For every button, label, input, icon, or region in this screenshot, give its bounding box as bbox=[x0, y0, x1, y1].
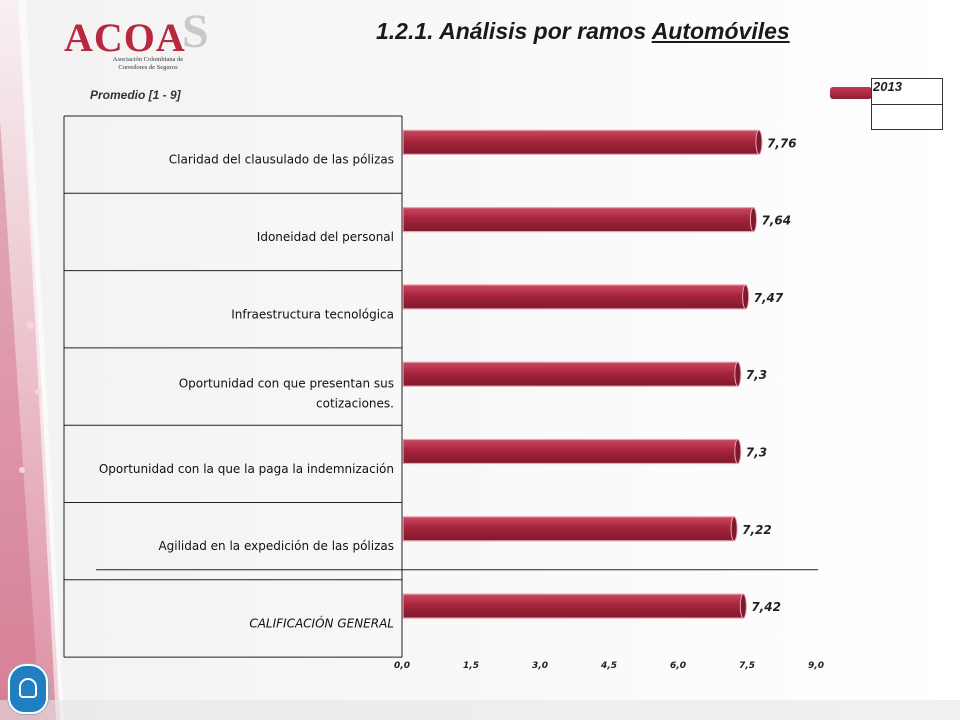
bar bbox=[402, 438, 739, 465]
bar-end-cap bbox=[730, 516, 738, 542]
logo-wordmark: ACOA bbox=[64, 15, 186, 60]
x-tick-label: 0,0 bbox=[394, 661, 410, 671]
page-title: 1.2.1. Análisis por ramos Automóviles bbox=[376, 18, 790, 45]
bar-end-cap bbox=[734, 438, 742, 464]
category-label: Infraestructura tecnológica bbox=[231, 307, 394, 321]
data-label: 7,22 bbox=[742, 523, 772, 537]
x-tick-label: 1,5 bbox=[463, 661, 479, 671]
data-label: 7,42 bbox=[751, 600, 781, 614]
bar bbox=[402, 593, 744, 619]
x-tick-label: 7,5 bbox=[739, 661, 755, 671]
x-tick-label: 4,5 bbox=[600, 661, 617, 671]
unit-label: Promedio [1 - 9] bbox=[90, 88, 181, 102]
data-label: 7,64 bbox=[761, 214, 791, 228]
page-title-prefix: 1.2.1. Análisis por ramos bbox=[376, 18, 652, 44]
bar bbox=[402, 284, 747, 310]
legend-divider bbox=[872, 104, 942, 105]
category-label: CALIFICACIÓN GENERAL bbox=[249, 615, 394, 630]
category-label: Oportunidad con la que la paga la indemn… bbox=[99, 462, 394, 476]
page-title-highlight: Automóviles bbox=[651, 18, 790, 44]
acoas-logo: ACOA S Asociación Colombiana de Corredor… bbox=[64, 5, 224, 74]
shield-inner-icon bbox=[19, 678, 37, 698]
bar bbox=[402, 206, 755, 233]
logo-subtitle-line1: Asociación Colombiana de bbox=[112, 56, 184, 63]
x-tick-label: 6,0 bbox=[670, 661, 686, 671]
corner-shield-icon bbox=[8, 664, 48, 714]
data-label: 7,76 bbox=[767, 136, 797, 150]
x-tick-label: 9,0 bbox=[808, 661, 824, 671]
data-label: 7,3 bbox=[746, 445, 767, 459]
bar bbox=[402, 129, 760, 155]
category-label: Idoneidad del personal bbox=[257, 230, 394, 244]
legend-swatch-2013 bbox=[830, 87, 872, 99]
category-label: Claridad del clausulado de las pólizas bbox=[169, 153, 394, 167]
bar-end-cap bbox=[734, 361, 742, 387]
bar bbox=[402, 361, 739, 387]
category-label: Oportunidad con que presentan sus cotizac… bbox=[179, 377, 394, 411]
x-tick-label: 3,0 bbox=[532, 661, 548, 671]
legend-label-2013: 2013 bbox=[873, 79, 902, 94]
category-label: Agilidad en la expedición de las pólizas bbox=[158, 539, 394, 553]
data-label: 7,47 bbox=[754, 291, 784, 305]
bar-end-cap bbox=[742, 284, 750, 310]
bar-end-cap bbox=[739, 593, 747, 619]
logo-s-letter: S bbox=[182, 5, 209, 58]
bar-end-cap bbox=[755, 129, 763, 155]
logo-subtitle-line2: Corredores de Seguros bbox=[118, 64, 178, 71]
bar bbox=[402, 516, 735, 542]
data-label: 7,3 bbox=[746, 368, 767, 382]
legend-box bbox=[871, 78, 943, 130]
bar-end-cap bbox=[749, 207, 757, 233]
